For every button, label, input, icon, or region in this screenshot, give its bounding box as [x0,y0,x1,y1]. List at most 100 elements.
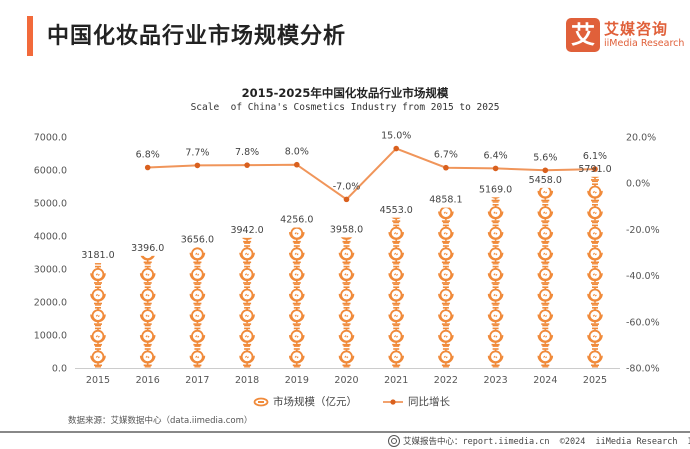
legend-line-icon [383,398,403,405]
y-left-tick-label: 7000.0 [34,133,67,144]
bar-mirror-icon [189,265,206,286]
footer-divider [0,431,690,433]
yoy-value-label: 7.7% [185,147,209,158]
yoy-point-2024 [542,167,549,174]
bar-mirror-icon [139,265,156,286]
x-tick-label: 2025 [583,375,607,386]
bar-mirror-icon [487,223,504,245]
bar-mirror-icon [189,326,206,348]
bar-mirror-icon [388,326,405,348]
chart-legend: 市场规模（亿元） 同比增长 [0,394,690,410]
legend-label-market-size: 市场规模（亿元） [273,396,357,408]
x-tick-label: 2024 [533,375,557,386]
bar-mirror-icon [587,326,603,348]
bar-mirror-icon [141,225,155,244]
bar-mirror-icon [388,223,405,245]
bar-mirror-icon [537,347,554,368]
legend-item-market-size[interactable]: 市场规模（亿元） [253,394,357,409]
bar-mirror-icon [487,285,504,307]
brand-logo: 艾 艾媒咨询 iiMedia Research [566,18,684,54]
bar-mirror-icon [437,223,454,245]
bar-mirror-icon [288,285,305,307]
y-left-tick-label: 3000.0 [34,265,67,276]
bar-value-label: 5169.0 [479,184,512,195]
footer-text: 艾媒报告中心：report.iimedia.cn ©2024 iiMedia R… [403,437,690,447]
legend-item-yoy-growth[interactable]: 同比增长 [382,394,450,409]
bar-mirror-icon [288,306,305,327]
bar-mirror-icon [437,306,454,327]
y-right-tick-label: 20.0% [626,133,656,144]
bar-value-label: 5458.0 [529,175,562,186]
yoy-value-label: -7.0% [333,181,361,192]
bar-mirror-icon [587,223,603,245]
bar-mirror-icon [537,326,554,348]
bar-value-label: 3396.0 [131,243,164,254]
bar-mirror-icon [487,347,504,368]
yoy-value-label: 6.7% [434,150,458,161]
bar-mirror-icon [338,244,355,266]
bar-mirror-icon [537,187,554,204]
y-left-tick-label: 5000.0 [34,199,67,210]
bar-value-label: 3656.0 [181,234,214,245]
x-tick-label: 2019 [285,375,309,386]
yoy-value-label: 5.6% [533,152,557,163]
y-right-tick-label: -60.0% [626,317,660,328]
bar-mirror-icon [388,306,405,327]
yoy-value-label: 6.4% [484,150,508,161]
logo-cn-text: 艾媒咨询 [604,20,669,38]
bar-mirror-icon [90,347,106,369]
bar-mirror-icon [437,285,454,307]
bar-mirror-icon [338,306,355,327]
bar-mirror-icon [239,347,256,368]
bar-mirror-icon [139,347,156,369]
x-tick-label: 2021 [384,375,408,386]
bar-mirror-icon [139,306,156,327]
bar-mirror-icon [340,204,354,223]
bar-mirror-icon [139,326,156,348]
bar-mirror-icon [240,204,254,223]
y-left-tick-label: 1000.0 [34,331,67,342]
bar-mirror-icon [587,265,603,286]
bar-mirror-icon [338,347,355,368]
yoy-point-2017 [194,162,201,169]
bar-mirror-icon [239,265,256,286]
bar-mirror-icon [587,203,603,224]
bar-mirror-icon [389,183,403,202]
bar-mirror-icon [189,347,206,369]
bar-mirror-icon [338,285,355,307]
bar-value-label: 3181.0 [81,250,114,261]
bar-mirror-icon [487,306,504,327]
bar-value-label: 4553.0 [380,205,413,216]
yoy-point-2019 [294,161,300,168]
chart-title: 2015-2025年中国化妆品行业市场规模 [241,86,449,100]
bar-mirror-icon [388,285,405,307]
bar-mirror-icon [537,265,554,286]
yoy-value-label: 7.8% [235,147,259,158]
logo-en-text: iiMedia Research [604,38,685,49]
bar-mirror-icon [437,347,454,368]
bar-mirror-icon [239,326,256,348]
bar-mirror-icon [338,265,355,286]
bar-mirror-icon [239,285,256,307]
yoy-value-label: 15.0% [381,131,411,142]
y-left-tick-label: 4000.0 [34,232,67,243]
bar-mirror-icon [388,347,405,368]
title-accent-bar [27,16,33,56]
y-right-tick-label: -80.0% [626,364,660,375]
bar-mirror-icon [388,244,405,266]
bar-mirror-icon [587,306,603,327]
bar-mirror-icon [189,247,206,266]
bar-mirror-icon [90,326,106,348]
bar-mirror-icon [288,347,305,368]
bar-mirror-icon [91,225,105,244]
bar-mirror-icon [487,244,504,266]
yoy-point-2018 [244,162,250,168]
yoy-value-label: 6.1% [583,151,607,162]
y-left-tick-label: 2000.0 [34,298,67,309]
y-right-tick-label: 0.0% [626,179,650,190]
bar-mirror-icon [90,306,106,327]
bar-mirror-icon [437,326,454,348]
bar-value-label: 5791.0 [578,164,611,175]
logo-mark-icon: 艾 [566,18,600,52]
